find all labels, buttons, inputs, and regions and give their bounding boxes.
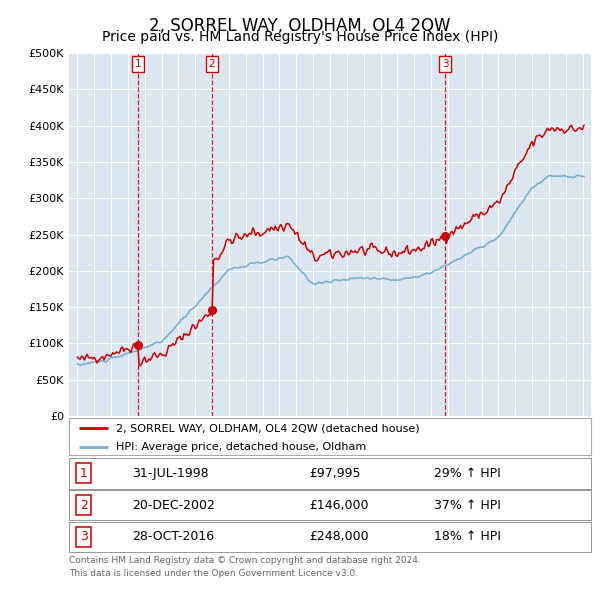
Text: 2: 2 (80, 499, 88, 512)
Text: 31-JUL-1998: 31-JUL-1998 (131, 467, 208, 480)
Text: 2, SORREL WAY, OLDHAM, OL4 2QW (detached house): 2, SORREL WAY, OLDHAM, OL4 2QW (detached… (116, 424, 419, 433)
Text: This data is licensed under the Open Government Licence v3.0.: This data is licensed under the Open Gov… (69, 569, 358, 578)
Text: Price paid vs. HM Land Registry's House Price Index (HPI): Price paid vs. HM Land Registry's House … (102, 30, 498, 44)
Text: 3: 3 (80, 530, 88, 543)
Text: 28-OCT-2016: 28-OCT-2016 (131, 530, 214, 543)
Text: 2, SORREL WAY, OLDHAM, OL4 2QW: 2, SORREL WAY, OLDHAM, OL4 2QW (149, 17, 451, 35)
Text: Contains HM Land Registry data © Crown copyright and database right 2024.: Contains HM Land Registry data © Crown c… (69, 556, 421, 565)
Text: 37% ↑ HPI: 37% ↑ HPI (434, 499, 501, 512)
Text: 3: 3 (442, 59, 448, 69)
Text: £146,000: £146,000 (309, 499, 368, 512)
Text: 1: 1 (134, 59, 141, 69)
Text: 20-DEC-2002: 20-DEC-2002 (131, 499, 215, 512)
Text: HPI: Average price, detached house, Oldham: HPI: Average price, detached house, Oldh… (116, 442, 366, 453)
Text: 1: 1 (80, 467, 88, 480)
Text: 18% ↑ HPI: 18% ↑ HPI (434, 530, 501, 543)
Text: 2: 2 (208, 59, 215, 69)
Text: £248,000: £248,000 (309, 530, 369, 543)
Text: £97,995: £97,995 (309, 467, 361, 480)
Text: 29% ↑ HPI: 29% ↑ HPI (434, 467, 501, 480)
